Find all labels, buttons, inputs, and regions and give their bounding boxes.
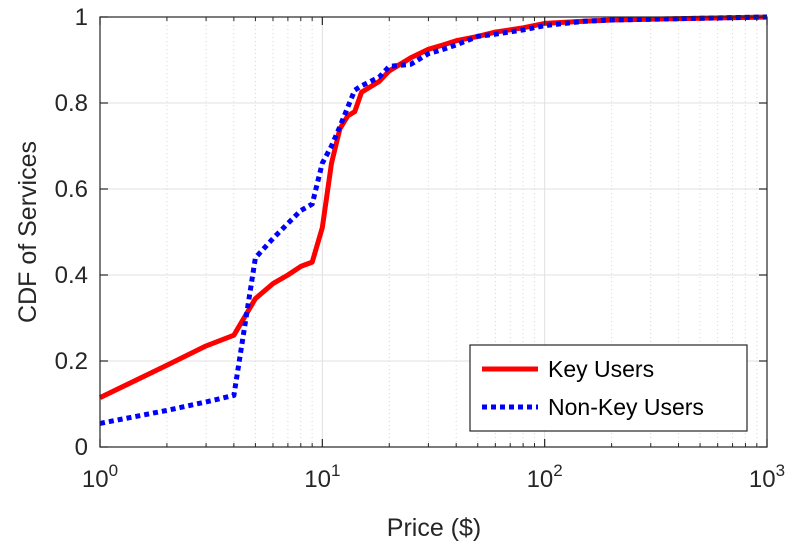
tick-marks bbox=[99, 16, 768, 448]
y-axis-title: CDF of Services bbox=[14, 141, 42, 323]
y-tick-label: 0.2 bbox=[55, 348, 88, 375]
y-tick-label: 0.6 bbox=[55, 176, 88, 203]
x-tick-label: 101 bbox=[304, 461, 340, 493]
x-axis-title: Price ($) bbox=[387, 514, 481, 542]
series-line-non-key-users bbox=[99, 14, 768, 426]
x-tick-labels: 100 101 102 103 bbox=[82, 461, 785, 493]
x-tick-label: 103 bbox=[749, 461, 785, 493]
legend-label-key-users: Key Users bbox=[548, 356, 654, 382]
legend-label-non-key-users: Non-Key Users bbox=[548, 394, 704, 420]
y-tick-label: 1 bbox=[75, 4, 88, 31]
x-tick-label: 100 bbox=[82, 461, 118, 493]
x-tick-label: 102 bbox=[527, 461, 563, 493]
y-tick-label: 0 bbox=[75, 434, 88, 461]
legend: Key Users Non-Key Users bbox=[469, 344, 748, 432]
series-layer bbox=[98, 14, 768, 426]
plot-frame bbox=[99, 16, 768, 448]
y-tick-label: 0.4 bbox=[55, 262, 88, 289]
legend-box bbox=[469, 344, 748, 432]
y-tick-label: 0.8 bbox=[55, 90, 88, 117]
y-tick-labels: 0 0.2 0.4 0.6 0.8 1 bbox=[55, 4, 88, 461]
series-line-key-users bbox=[98, 14, 768, 400]
